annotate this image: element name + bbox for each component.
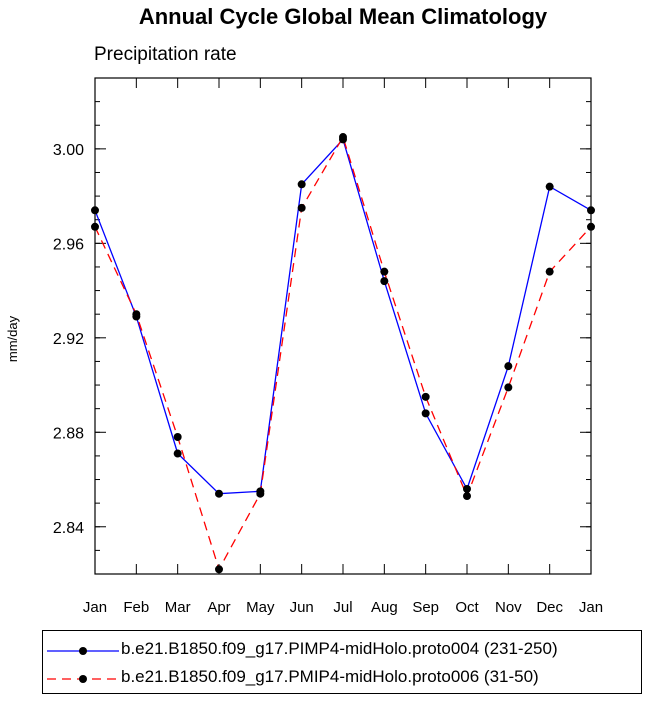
data-point bbox=[91, 222, 99, 231]
data-point bbox=[587, 206, 595, 215]
series-line-1 bbox=[94, 138, 592, 495]
data-point bbox=[215, 489, 223, 498]
data-point bbox=[91, 206, 99, 215]
series-line-2 bbox=[94, 135, 592, 571]
data-point bbox=[339, 133, 347, 142]
data-point bbox=[587, 222, 595, 231]
data-point bbox=[545, 267, 554, 276]
x-tick-label: Apr bbox=[207, 599, 230, 616]
x-tick-label: Dec bbox=[536, 599, 563, 616]
chart-title: Annual Cycle Global Mean Climatology bbox=[139, 4, 548, 29]
legend-label-series-1: b.e21.B1850.f09_g17.PIMP4-midHolo.proto0… bbox=[121, 639, 558, 658]
data-point bbox=[545, 182, 554, 191]
data-point bbox=[297, 180, 306, 189]
data-point bbox=[421, 409, 430, 418]
data-point bbox=[132, 310, 141, 319]
legend-swatch-series-1 bbox=[47, 647, 119, 655]
y-tick-label: 2.92 bbox=[53, 331, 84, 348]
x-tick-label: Feb bbox=[123, 599, 149, 616]
x-tick-label: Nov bbox=[495, 599, 522, 616]
data-point bbox=[256, 489, 265, 498]
x-tick-label: Oct bbox=[455, 599, 479, 616]
y-axis-label: mm/day bbox=[5, 315, 20, 362]
y-tick-label: 2.96 bbox=[53, 236, 84, 253]
data-point bbox=[380, 267, 389, 276]
y-tick-label: 3.00 bbox=[53, 142, 84, 159]
legend-entry-series-1: b.e21.B1850.f09_g17.PIMP4-midHolo.proto0… bbox=[43, 636, 641, 664]
data-point bbox=[215, 565, 223, 574]
y-tick-label: 2.84 bbox=[53, 520, 84, 537]
chart-svg: Annual Cycle Global Mean Climatology Pre… bbox=[5, 4, 603, 616]
y-tick-label: 2.88 bbox=[53, 425, 84, 442]
x-tick-label: Sep bbox=[412, 599, 439, 616]
data-point bbox=[297, 203, 306, 212]
data-point bbox=[421, 392, 430, 401]
data-point bbox=[504, 362, 513, 371]
x-tick-label: Jul bbox=[333, 599, 352, 616]
x-tick-label: Aug bbox=[371, 599, 398, 616]
legend-label-series-2: b.e21.B1850.f09_g17.PMIP4-midHolo.proto0… bbox=[121, 667, 539, 686]
data-point bbox=[173, 449, 182, 458]
legend-swatch-series-2 bbox=[47, 675, 119, 683]
data-point bbox=[463, 492, 471, 501]
x-tick-label: Jan bbox=[579, 599, 603, 616]
chart-subtitle: Precipitation rate bbox=[94, 44, 237, 65]
legend-entry-series-2: b.e21.B1850.f09_g17.PMIP4-midHolo.proto0… bbox=[43, 664, 641, 692]
legend: b.e21.B1850.f09_g17.PIMP4-midHolo.proto0… bbox=[42, 630, 642, 694]
x-tick-label: May bbox=[246, 599, 275, 616]
x-tick-label: Jun bbox=[290, 599, 314, 616]
data-point bbox=[380, 277, 389, 286]
x-tick-label: Mar bbox=[165, 599, 191, 616]
data-point bbox=[463, 484, 471, 493]
data-point bbox=[504, 383, 513, 392]
x-tick-label: Jan bbox=[83, 599, 107, 616]
plot-frame bbox=[94, 77, 592, 575]
data-point bbox=[173, 433, 182, 442]
